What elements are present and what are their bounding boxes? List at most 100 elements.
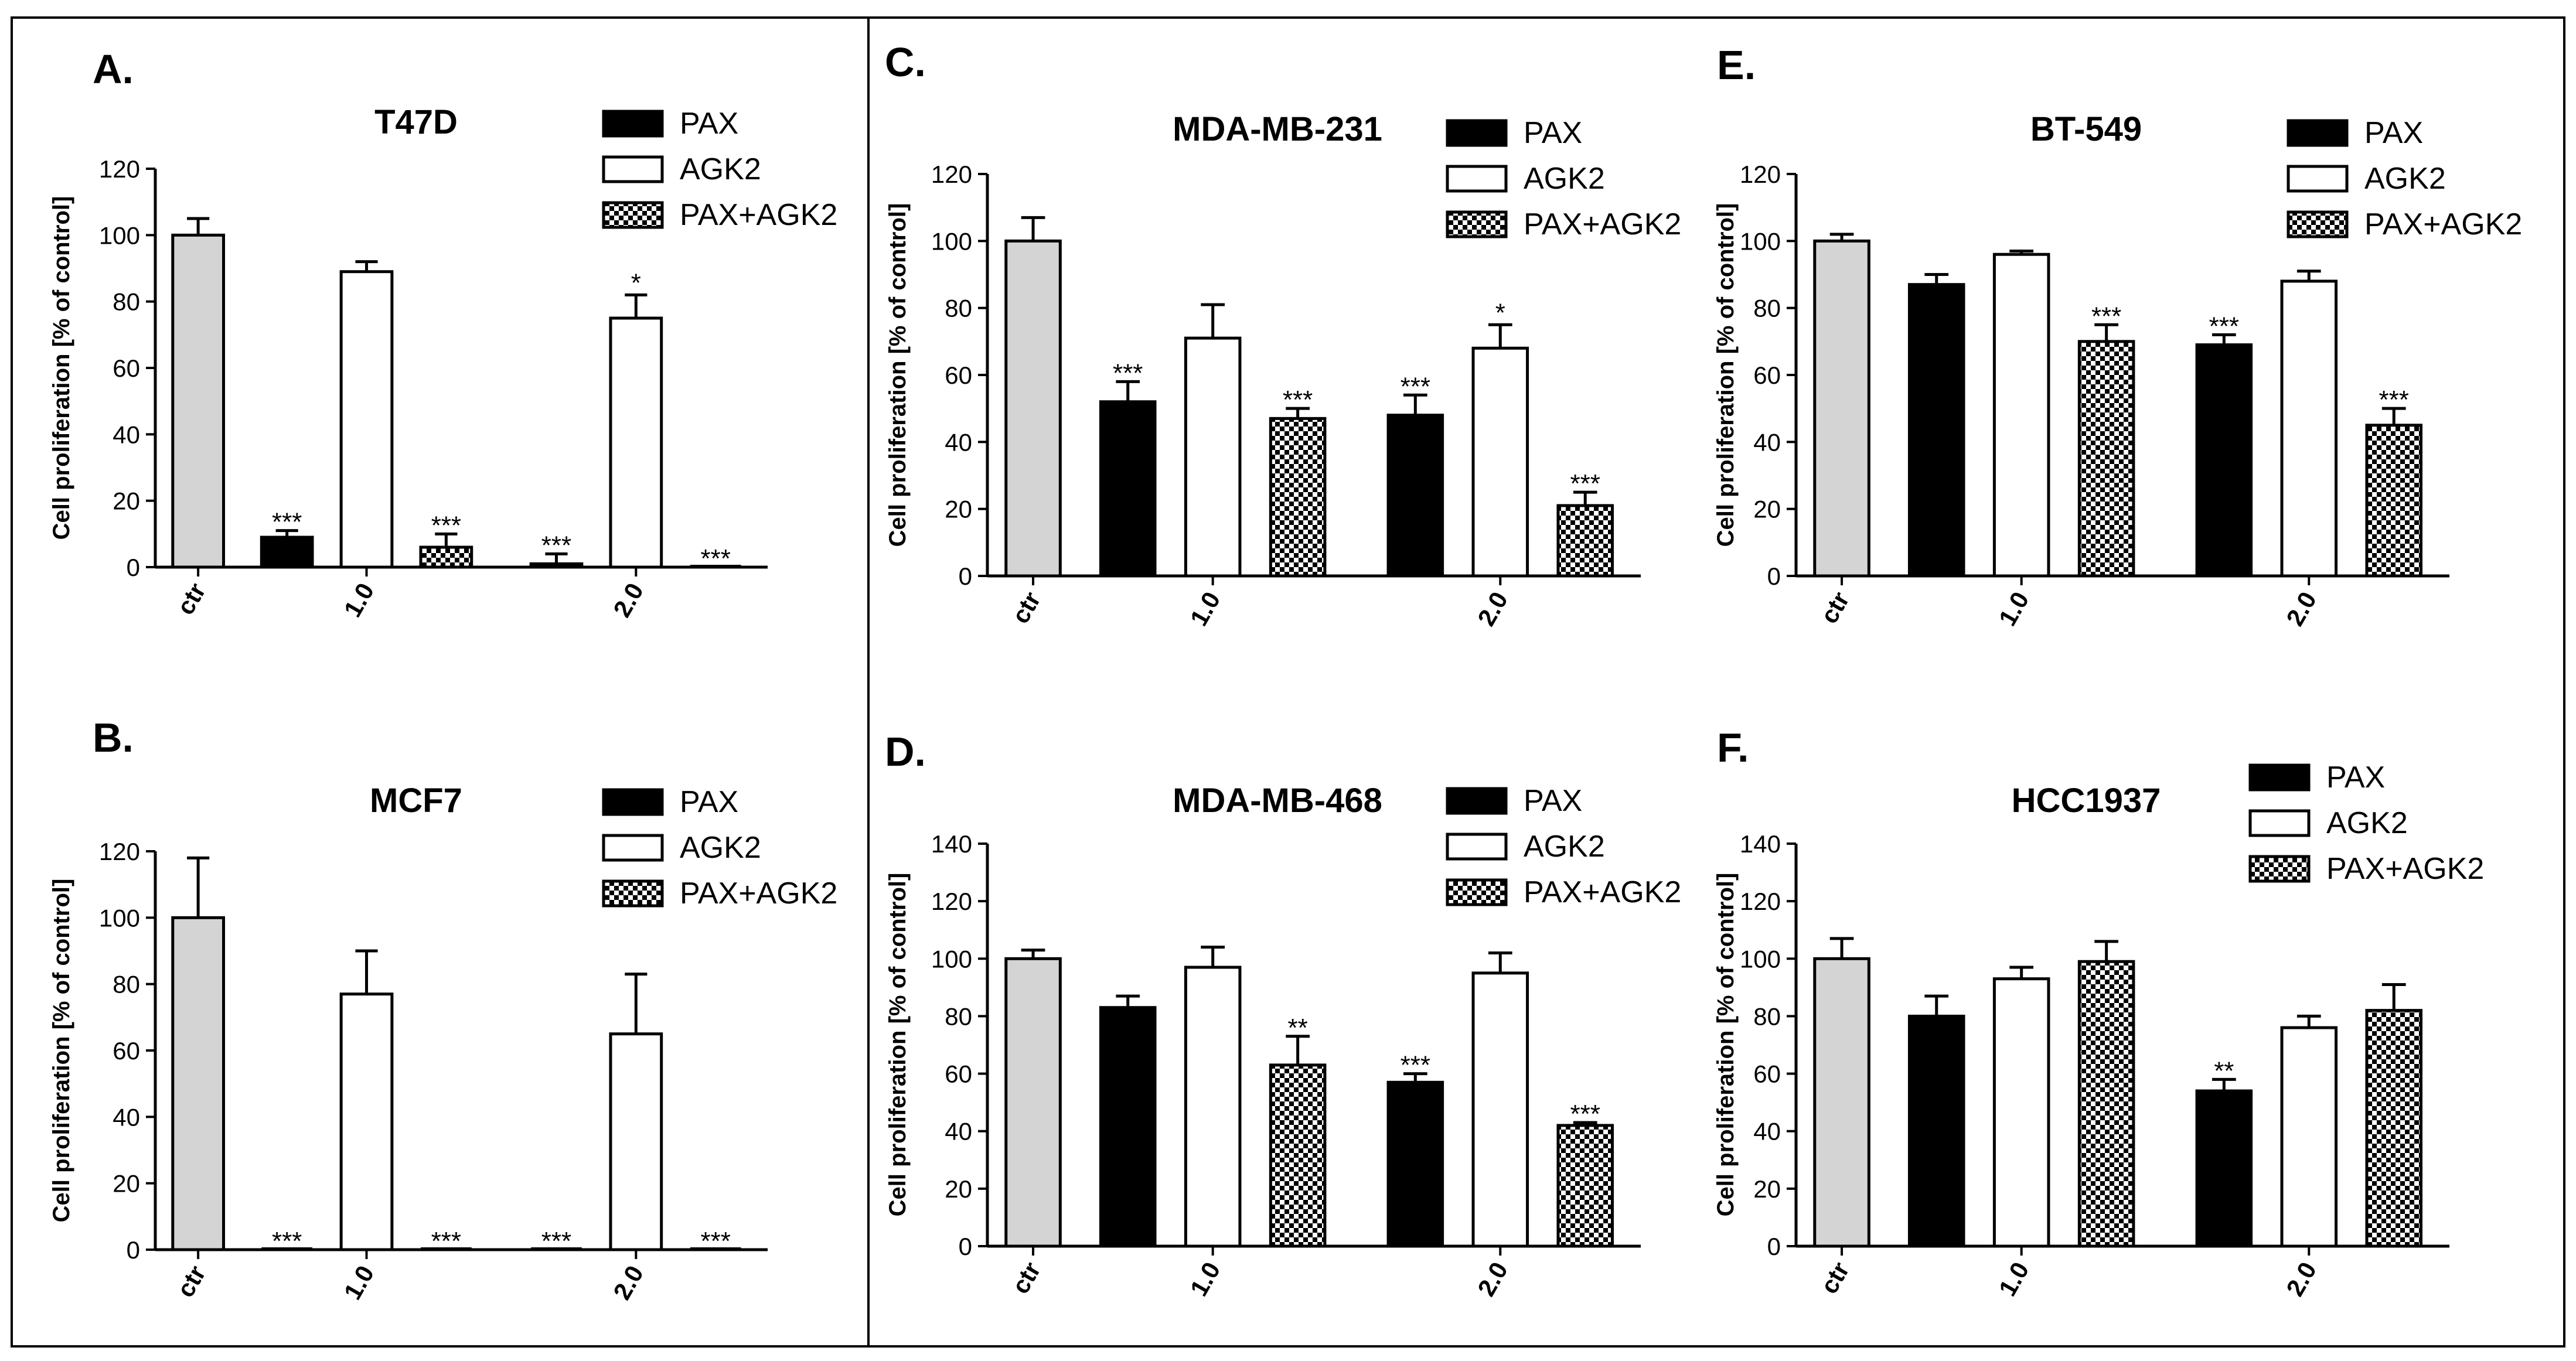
significance-label: *** <box>541 1227 571 1256</box>
bar-ctr-ctr <box>1004 957 1062 1248</box>
y-tick-label: 100 <box>1740 945 1781 973</box>
y-tick-label: 100 <box>99 904 140 932</box>
y-axis-label: Cell proliferation [% of control] <box>1713 873 1739 1217</box>
x-tick-label: ctr <box>1815 587 1855 628</box>
y-axis-label: Cell proliferation [% of control] <box>49 879 74 1223</box>
legend-swatch-pax <box>1446 787 1508 815</box>
panel-letter: F. <box>1717 725 1749 770</box>
legend-swatch-pax-plus-agk2 <box>2248 855 2311 883</box>
significance-label: *** <box>431 511 461 540</box>
y-tick-label: 40 <box>945 1118 972 1145</box>
legend-label-pax: PAX <box>2364 116 2423 150</box>
y-axis-label: Cell proliferation [% of control] <box>1713 203 1739 547</box>
y-tick-label: 120 <box>1740 888 1781 915</box>
y-tick-label: 40 <box>1753 428 1781 456</box>
panel-c: C. MDA-MB-231 Cell proliferation [% of con… <box>885 39 1681 630</box>
legend-label-agk2: AGK2 <box>2326 806 2408 840</box>
x-tick-label: ctr <box>171 578 211 619</box>
bar-1-0-pax-plus-agk2 <box>1269 1063 1327 1248</box>
significance-label: *** <box>431 1227 461 1256</box>
legend-swatch-pax-plus-agk2 <box>602 879 664 908</box>
y-tick-label: 60 <box>113 354 140 382</box>
bar-2-0-pax-plus-agk2 <box>2365 1009 2422 1248</box>
significance-label: *** <box>272 508 302 537</box>
chart-title: MDA-MB-231 <box>1173 110 1382 148</box>
x-tick-label: ctr <box>1006 587 1046 628</box>
bar-1-0-pax-plus-agk2 <box>419 545 473 569</box>
legend-label-agk2: AGK2 <box>1524 830 1605 864</box>
panel-a: A. T47D Cell proliferation [% of control] 0… <box>49 46 837 622</box>
chart-title: MCF7 <box>370 782 462 820</box>
y-tick-label: 20 <box>113 1170 140 1198</box>
y-tick-label: 40 <box>1753 1118 1781 1145</box>
legend-swatch-agk2 <box>2248 809 2311 837</box>
legend-label-pax-plus-agk2: PAX+AGK2 <box>680 876 837 910</box>
x-tick-label: 1.0 <box>338 578 379 622</box>
y-tick-label: 80 <box>945 1002 972 1030</box>
y-tick-label: 0 <box>959 1233 972 1260</box>
legend-label-agk2: AGK2 <box>1524 162 1605 196</box>
significance-label: *** <box>1570 469 1600 498</box>
legend-swatch-agk2 <box>1446 165 1508 193</box>
y-tick-label: 20 <box>945 496 972 523</box>
bar-1-0-agk2 <box>1992 977 2050 1248</box>
significance-label: *** <box>700 1227 730 1256</box>
panel-d: D. MDA-MB-468 Cell proliferation [% of con… <box>885 729 1681 1301</box>
bar-ctr-ctr <box>1004 239 1062 578</box>
significance-label: * <box>1495 298 1505 327</box>
panels: A. T47D Cell proliferation [% of control] 0… <box>49 39 2522 1304</box>
bar-2-0-pax <box>1386 1080 1444 1248</box>
y-tick-label: 100 <box>931 227 972 255</box>
panel-letter: A. <box>93 46 134 92</box>
bar-1-0-pax-plus-agk2 <box>2077 960 2135 1248</box>
significance-label: *** <box>1570 1100 1600 1128</box>
significance-label: *** <box>700 544 730 573</box>
y-tick-label: 80 <box>945 295 972 322</box>
legend: PAX AGK2 PAX+AGK2 <box>2248 760 2484 886</box>
legend-label-pax: PAX <box>1524 784 1582 818</box>
bar-1-0-pax <box>260 535 314 569</box>
panel-e: E. BT-549 Cell proliferation [% of control… <box>1713 42 2522 630</box>
panel-b: B. MCF7 Cell proliferation [% of control] 0… <box>49 715 837 1304</box>
chart-title: MDA-MB-468 <box>1173 782 1382 820</box>
y-tick-label: 80 <box>1753 295 1781 322</box>
y-tick-label: 20 <box>945 1175 972 1203</box>
significance-label: *** <box>1401 1051 1430 1080</box>
bar-1-0-agk2 <box>339 992 394 1251</box>
y-tick-label: 80 <box>1753 1002 1781 1030</box>
y-tick-label: 60 <box>1753 361 1781 389</box>
bar-1-0-agk2 <box>1184 336 1242 578</box>
legend-swatch-pax-plus-agk2 <box>602 201 664 229</box>
bar-1-0-agk2 <box>1184 966 1242 1248</box>
y-tick-label: 120 <box>99 155 140 183</box>
legend-label-agk2: AGK2 <box>2364 162 2446 196</box>
bar-2-0-pax-plus-agk2 <box>1556 1124 1614 1248</box>
y-tick-label: 100 <box>1740 227 1781 255</box>
y-tick-label: 0 <box>959 562 972 590</box>
legend-swatch-pax <box>2287 119 2349 147</box>
x-tick-label: 2.0 <box>1472 1257 1513 1301</box>
bar-ctr-ctr <box>171 916 226 1251</box>
y-tick-label: 120 <box>931 161 972 188</box>
x-tick-label: 2.0 <box>608 578 649 622</box>
y-axis-label: Cell proliferation [% of control] <box>885 203 911 547</box>
legend: PAX AGK2 PAX+AGK2 <box>1446 784 1681 909</box>
bar-1-0-agk2 <box>339 270 394 569</box>
x-tick-label: 1.0 <box>338 1261 379 1304</box>
y-axis-label: Cell proliferation [% of control] <box>49 196 74 540</box>
x-tick-label: 1.0 <box>1994 587 2035 630</box>
legend-label-pax-plus-agk2: PAX+AGK2 <box>1524 875 1681 909</box>
bar-ctr-ctr <box>1813 957 1870 1248</box>
x-tick-label: 2.0 <box>2281 587 2322 630</box>
panel-letter: B. <box>93 715 134 760</box>
legend: PAX AGK2 PAX+AGK2 <box>2287 116 2522 241</box>
significance-label: *** <box>272 1227 302 1256</box>
y-axis-label: Cell proliferation [% of control] <box>885 873 911 1217</box>
bar-1-0-pax <box>1099 1006 1157 1248</box>
legend-label-pax-plus-agk2: PAX+AGK2 <box>2326 852 2484 886</box>
panel-letter: D. <box>885 729 926 775</box>
x-tick-label: 1.0 <box>1994 1257 2035 1301</box>
significance-label: *** <box>1283 386 1313 414</box>
bar-2-0-pax-plus-agk2 <box>1556 504 1614 578</box>
legend-swatch-pax-plus-agk2 <box>2287 210 2349 238</box>
